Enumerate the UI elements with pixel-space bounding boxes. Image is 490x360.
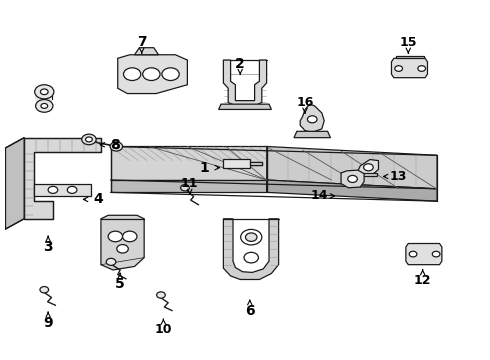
Circle shape: [162, 68, 179, 81]
Circle shape: [40, 287, 49, 293]
Text: 15: 15: [399, 36, 417, 49]
Polygon shape: [24, 138, 101, 219]
Polygon shape: [118, 55, 187, 94]
Text: 3: 3: [43, 240, 53, 254]
Polygon shape: [267, 147, 437, 189]
Circle shape: [241, 229, 262, 245]
Circle shape: [123, 68, 141, 81]
Text: 5: 5: [115, 277, 125, 291]
Circle shape: [364, 164, 373, 171]
Circle shape: [86, 137, 92, 142]
Polygon shape: [267, 180, 437, 201]
Polygon shape: [396, 56, 424, 58]
Circle shape: [143, 68, 160, 81]
Polygon shape: [406, 243, 442, 265]
Polygon shape: [219, 104, 271, 109]
Circle shape: [122, 231, 137, 242]
Circle shape: [157, 292, 165, 298]
Polygon shape: [223, 159, 250, 168]
Circle shape: [307, 116, 317, 123]
Circle shape: [36, 100, 53, 112]
Text: 16: 16: [296, 96, 314, 109]
Polygon shape: [34, 184, 91, 196]
Circle shape: [110, 142, 122, 151]
Circle shape: [409, 251, 417, 257]
Circle shape: [35, 85, 54, 99]
Circle shape: [41, 103, 48, 108]
Circle shape: [245, 233, 257, 242]
Circle shape: [41, 89, 48, 95]
Text: 1: 1: [199, 161, 209, 175]
Text: 9: 9: [43, 316, 53, 330]
Text: 4: 4: [94, 192, 103, 206]
Polygon shape: [36, 92, 52, 106]
Text: 14: 14: [311, 189, 328, 202]
Circle shape: [418, 66, 425, 71]
Polygon shape: [135, 48, 159, 55]
Text: 11: 11: [181, 177, 198, 190]
Polygon shape: [358, 159, 378, 175]
Polygon shape: [111, 180, 267, 192]
Circle shape: [106, 258, 116, 265]
Polygon shape: [359, 173, 377, 176]
Circle shape: [113, 144, 119, 149]
Polygon shape: [300, 104, 324, 132]
Text: 2: 2: [235, 57, 245, 71]
Circle shape: [395, 66, 402, 71]
Circle shape: [108, 231, 122, 242]
Polygon shape: [341, 170, 364, 188]
Text: 6: 6: [245, 303, 255, 318]
Circle shape: [432, 251, 440, 257]
Polygon shape: [392, 58, 427, 78]
Text: 13: 13: [390, 170, 407, 183]
Circle shape: [82, 134, 96, 145]
Circle shape: [244, 252, 258, 263]
Text: 10: 10: [155, 323, 172, 337]
Text: 8: 8: [110, 138, 120, 152]
Circle shape: [48, 186, 58, 193]
Circle shape: [181, 185, 189, 191]
Polygon shape: [294, 131, 330, 138]
Text: 12: 12: [414, 274, 431, 287]
Circle shape: [67, 186, 77, 193]
Text: 7: 7: [137, 35, 147, 49]
Polygon shape: [5, 138, 24, 229]
Circle shape: [348, 175, 357, 183]
Polygon shape: [223, 60, 267, 106]
Polygon shape: [111, 147, 267, 180]
Circle shape: [117, 244, 128, 253]
Polygon shape: [223, 219, 279, 279]
Polygon shape: [101, 215, 144, 270]
Polygon shape: [250, 162, 262, 165]
